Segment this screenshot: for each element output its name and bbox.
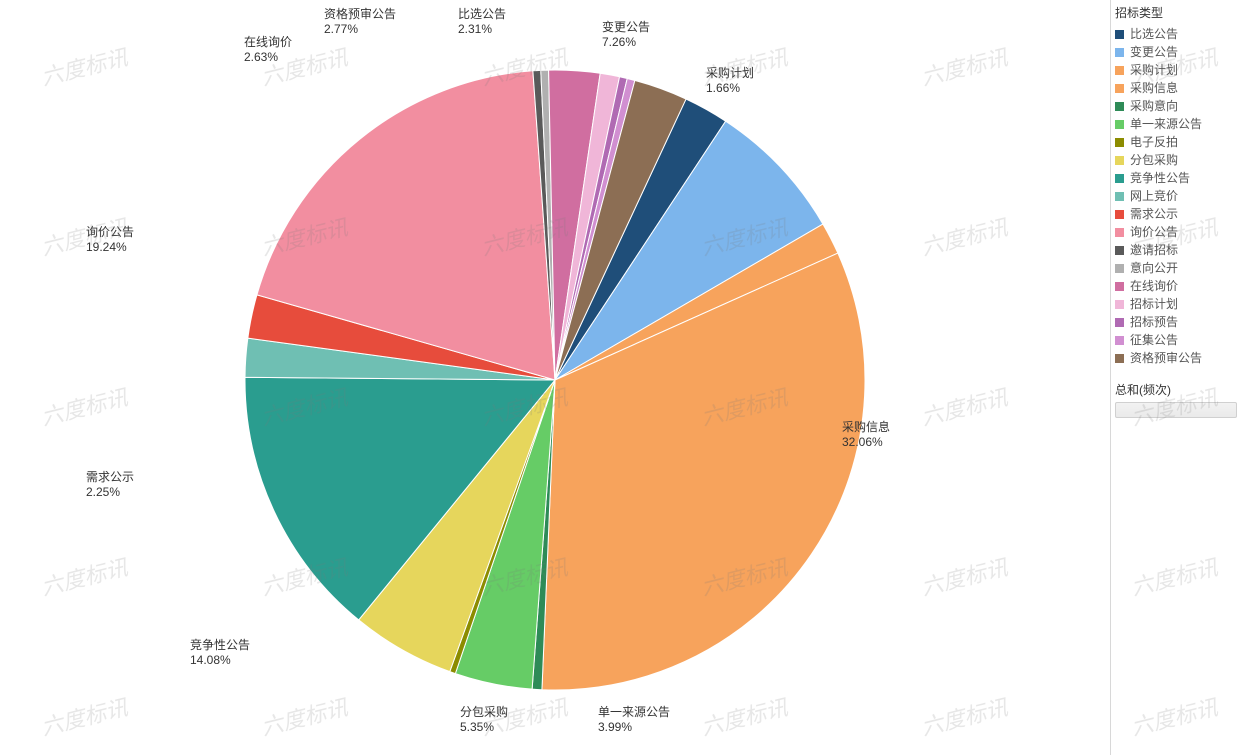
legend-label: 招标计划	[1130, 295, 1178, 313]
legend-label: 邀请招标	[1130, 241, 1178, 259]
legend-swatch	[1115, 120, 1124, 129]
legend-item[interactable]: 邀请招标	[1115, 241, 1240, 259]
legend-divider	[1110, 0, 1111, 755]
legend-item[interactable]: 征集公告	[1115, 331, 1240, 349]
watermark: 六度标讯	[1127, 550, 1220, 602]
legend-swatch	[1115, 174, 1124, 183]
legend-item[interactable]: 需求公示	[1115, 205, 1240, 223]
legend-swatch	[1115, 300, 1124, 309]
legend-swatch	[1115, 48, 1124, 57]
legend-label: 采购计划	[1130, 61, 1178, 79]
legend-swatch	[1115, 246, 1124, 255]
legend-label: 网上竞价	[1130, 187, 1178, 205]
legend-label: 意向公开	[1130, 259, 1178, 277]
legend-item[interactable]: 分包采购	[1115, 151, 1240, 169]
legend-swatch	[1115, 30, 1124, 39]
legend-item[interactable]: 资格预审公告	[1115, 349, 1240, 367]
legend-swatch	[1115, 354, 1124, 363]
watermark: 六度标讯	[1127, 690, 1220, 742]
legend-label: 电子反拍	[1130, 133, 1178, 151]
legend-swatch	[1115, 156, 1124, 165]
legend-swatch	[1115, 228, 1124, 237]
legend-item[interactable]: 招标预告	[1115, 313, 1240, 331]
legend-label: 需求公示	[1130, 205, 1178, 223]
legend-label: 采购意向	[1130, 97, 1178, 115]
legend-swatch	[1115, 264, 1124, 273]
legend-item[interactable]: 电子反拍	[1115, 133, 1240, 151]
legend-item[interactable]: 网上竞价	[1115, 187, 1240, 205]
legend-swatch	[1115, 192, 1124, 201]
legend-label: 分包采购	[1130, 151, 1178, 169]
pie-chart-area: 比选公告2.31%变更公告7.26%采购计划1.66%采购信息32.06%单一来…	[0, 0, 1110, 755]
legend-label: 变更公告	[1130, 43, 1178, 61]
legend-label: 资格预审公告	[1130, 349, 1202, 367]
legend-item[interactable]: 采购意向	[1115, 97, 1240, 115]
legend-title: 招标类型	[1115, 4, 1240, 21]
legend-swatch	[1115, 66, 1124, 75]
legend-item[interactable]: 询价公告	[1115, 223, 1240, 241]
legend-item[interactable]: 采购计划	[1115, 61, 1240, 79]
legend-label: 招标预告	[1130, 313, 1178, 331]
sum-slider[interactable]	[1115, 402, 1237, 418]
legend-item[interactable]: 意向公开	[1115, 259, 1240, 277]
legend-item[interactable]: 采购信息	[1115, 79, 1240, 97]
legend-label: 询价公告	[1130, 223, 1178, 241]
legend-label: 在线询价	[1130, 277, 1178, 295]
legend-item[interactable]: 竞争性公告	[1115, 169, 1240, 187]
legend-panel: 招标类型 比选公告变更公告采购计划采购信息采购意向单一来源公告电子反拍分包采购竞…	[1115, 4, 1240, 418]
legend-item[interactable]: 招标计划	[1115, 295, 1240, 313]
legend-label: 单一来源公告	[1130, 115, 1202, 133]
sum-label: 总和(频次)	[1115, 381, 1240, 398]
legend-label: 比选公告	[1130, 25, 1178, 43]
legend-swatch	[1115, 138, 1124, 147]
legend-item[interactable]: 单一来源公告	[1115, 115, 1240, 133]
legend-swatch	[1115, 336, 1124, 345]
legend-list: 比选公告变更公告采购计划采购信息采购意向单一来源公告电子反拍分包采购竞争性公告网…	[1115, 25, 1240, 367]
legend-item[interactable]: 比选公告	[1115, 25, 1240, 43]
legend-label: 征集公告	[1130, 331, 1178, 349]
legend-label: 竞争性公告	[1130, 169, 1190, 187]
legend-swatch	[1115, 210, 1124, 219]
legend-swatch	[1115, 84, 1124, 93]
pie-chart-svg	[0, 0, 1110, 755]
legend-swatch	[1115, 282, 1124, 291]
legend-swatch	[1115, 318, 1124, 327]
legend-item[interactable]: 在线询价	[1115, 277, 1240, 295]
legend-item[interactable]: 变更公告	[1115, 43, 1240, 61]
legend-label: 采购信息	[1130, 79, 1178, 97]
legend-swatch	[1115, 102, 1124, 111]
